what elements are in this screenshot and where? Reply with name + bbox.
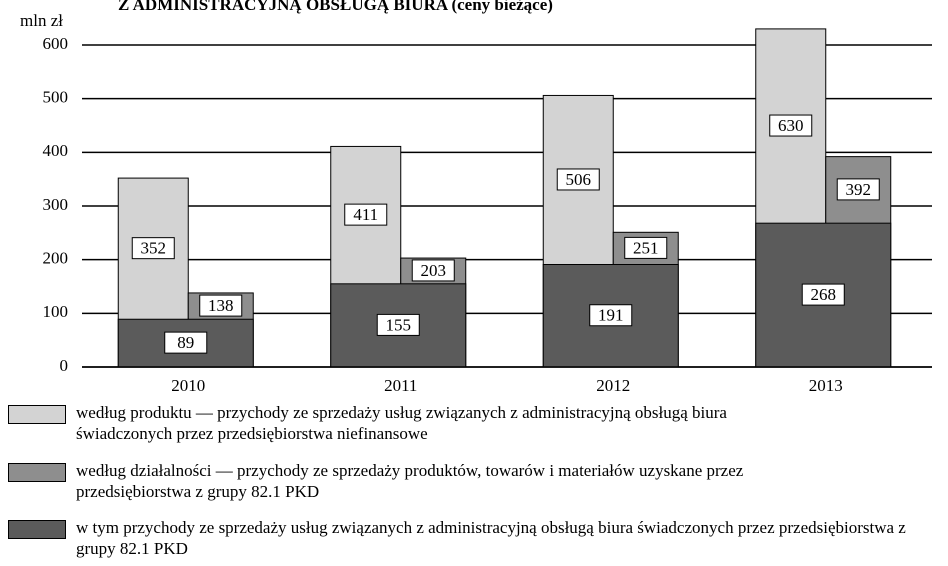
x-tick-label: 2010	[171, 376, 205, 395]
value-label-box	[164, 331, 208, 354]
legend-swatch	[8, 405, 66, 424]
legend-label: według produktu — przychody ze sprzedaży…	[76, 403, 727, 443]
value-label: 191	[598, 306, 624, 325]
x-tick-label: 2012	[596, 376, 630, 395]
y-tick-label: 100	[43, 302, 69, 321]
value-label: 138	[208, 296, 234, 315]
legend-item: w tym przychody ze sprzedaży usług związ…	[8, 517, 948, 559]
legend-swatch	[8, 463, 66, 482]
chart-title: Z ADMINISTRACYJNĄ OBSŁUGĄ BIURA (ceny bi…	[118, 0, 553, 14]
legend-label: według działalności — przychody ze sprze…	[76, 461, 744, 501]
value-label-box	[836, 178, 880, 201]
value-label: 352	[141, 239, 167, 258]
value-label-box	[131, 237, 175, 260]
value-label: 251	[633, 238, 659, 257]
value-label-box	[801, 283, 845, 306]
value-label-box	[344, 203, 388, 226]
y-tick-label: 0	[60, 356, 69, 375]
y-tick-label: 200	[43, 249, 69, 268]
value-label-box	[556, 168, 600, 191]
legend-item: według działalności — przychody ze sprze…	[8, 460, 816, 502]
value-label: 411	[353, 205, 378, 224]
value-label: 506	[566, 170, 592, 189]
y-tick-label: 600	[43, 34, 69, 53]
x-tick-label: 2013	[809, 376, 843, 395]
y-tick-label: 300	[43, 195, 69, 214]
legend-item: według produktu — przychody ze sprzedaży…	[8, 402, 796, 444]
y-tick-label: 500	[43, 88, 69, 107]
value-label-box	[589, 304, 633, 327]
value-label: 630	[778, 116, 804, 135]
value-label-box	[624, 236, 668, 259]
value-label: 89	[177, 333, 194, 352]
value-label: 392	[846, 180, 872, 199]
value-label-box	[769, 114, 813, 137]
value-label: 203	[421, 261, 447, 280]
chart: Z ADMINISTRACYJNĄ OBSŁUGĄ BIURA (ceny bi…	[20, 0, 932, 395]
value-label: 268	[811, 285, 837, 304]
y-axis-label: mln zł	[20, 11, 63, 30]
value-label-box	[411, 259, 455, 282]
value-label: 155	[386, 315, 412, 334]
y-tick-label: 400	[43, 141, 69, 160]
value-label-box	[199, 294, 243, 317]
value-label-box	[376, 313, 420, 336]
x-tick-label: 2011	[384, 376, 417, 395]
legend-swatch	[8, 520, 66, 539]
legend-label: w tym przychody ze sprzedaży usług związ…	[76, 518, 906, 558]
